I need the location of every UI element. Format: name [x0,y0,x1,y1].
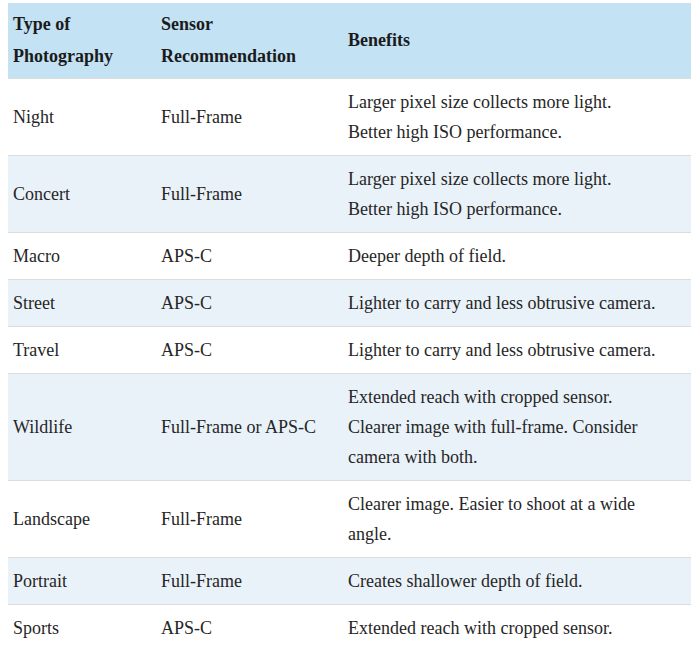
cell-type: Street [8,280,156,327]
cell-type: Wildlife [8,374,156,481]
photography-sensor-table: Type of Photography Sensor Recommendatio… [8,3,691,645]
table-row: TravelAPS-CLighter to carry and less obt… [8,327,691,374]
cell-benefits: Larger pixel size collects more light. B… [343,79,691,156]
cell-type: Travel [8,327,156,374]
cell-type: Night [8,79,156,156]
page: Type of Photography Sensor Recommendatio… [0,0,700,645]
cell-benefits: Lighter to carry and less obtrusive came… [343,280,691,327]
table-header: Type of Photography Sensor Recommendatio… [8,3,691,79]
cell-benefits: Extended reach with cropped sensor. [343,605,691,645]
cell-type: Sports [8,605,156,645]
cell-benefits: Extended reach with cropped sensor. Clea… [343,374,691,481]
cell-sensor: Full-Frame [156,156,343,233]
column-header-benefits: Benefits [343,3,691,79]
cell-type: Macro [8,233,156,280]
table-row: WildlifeFull-Frame or APS-CExtended reac… [8,374,691,481]
cell-sensor: APS-C [156,327,343,374]
column-header-type-of-photography: Type of Photography [8,3,156,79]
cell-benefits: Clearer image. Easier to shoot at a wide… [343,481,691,558]
cell-sensor: Full-Frame or APS-C [156,374,343,481]
cell-benefits: Deeper depth of field. [343,233,691,280]
cell-sensor: Full-Frame [156,79,343,156]
table-row: MacroAPS-CDeeper depth of field. [8,233,691,280]
table-row: StreetAPS-CLighter to carry and less obt… [8,280,691,327]
table-body: NightFull-FrameLarger pixel size collect… [8,79,691,645]
cell-sensor: Full-Frame [156,558,343,605]
cell-sensor: APS-C [156,280,343,327]
cell-sensor: APS-C [156,233,343,280]
cell-type: Landscape [8,481,156,558]
cell-sensor: APS-C [156,605,343,645]
cell-type: Portrait [8,558,156,605]
table-row: SportsAPS-CExtended reach with cropped s… [8,605,691,645]
column-header-sensor-recommendation: Sensor Recommendation [156,3,343,79]
cell-benefits: Lighter to carry and less obtrusive came… [343,327,691,374]
cell-benefits: Creates shallower depth of field. [343,558,691,605]
table-row: LandscapeFull-FrameClearer image. Easier… [8,481,691,558]
cell-type: Concert [8,156,156,233]
cell-sensor: Full-Frame [156,481,343,558]
cell-benefits: Larger pixel size collects more light. B… [343,156,691,233]
header-row: Type of Photography Sensor Recommendatio… [8,3,691,79]
table-row: NightFull-FrameLarger pixel size collect… [8,79,691,156]
table-row: ConcertFull-FrameLarger pixel size colle… [8,156,691,233]
table-row: PortraitFull-FrameCreates shallower dept… [8,558,691,605]
